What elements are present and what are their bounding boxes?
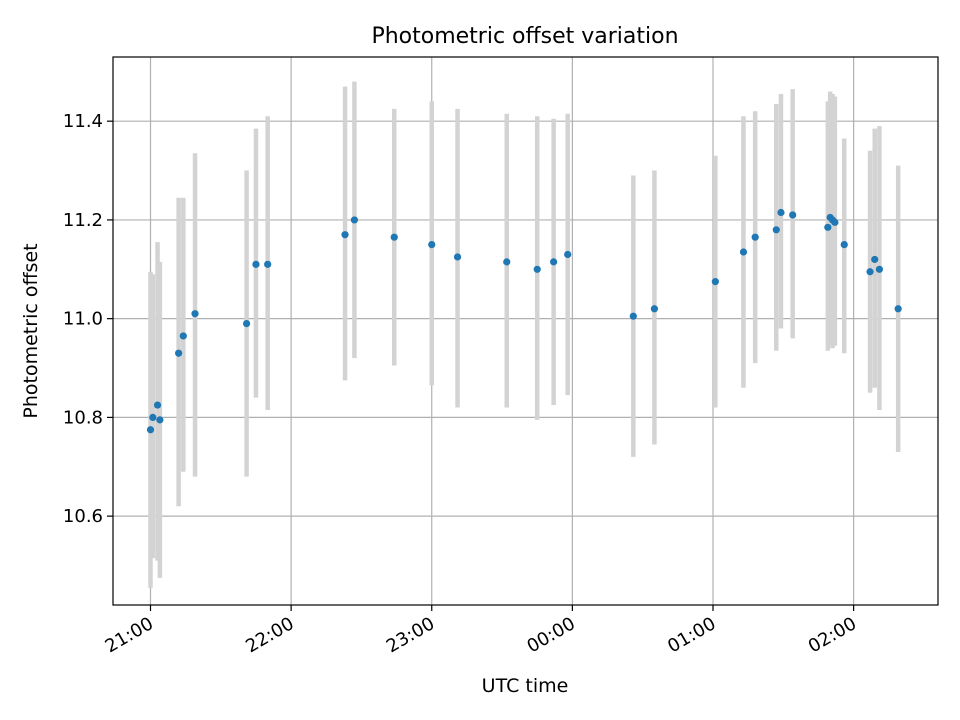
data-point	[772, 226, 780, 234]
x-tick-label: 00:00	[523, 613, 578, 657]
data-point	[789, 211, 797, 219]
y-axis-label: Photometric offset	[20, 243, 42, 418]
data-points	[146, 208, 902, 434]
data-point	[777, 208, 785, 217]
data-point	[350, 216, 359, 224]
data-point	[751, 233, 759, 241]
data-point	[875, 265, 884, 273]
data-point	[533, 265, 541, 273]
x-tick-label: 22:00	[242, 613, 297, 657]
data-point	[871, 255, 879, 264]
data-point	[503, 258, 511, 266]
data-point	[894, 305, 902, 313]
data-point	[153, 401, 162, 409]
data-point	[550, 258, 558, 266]
data-point	[629, 312, 637, 320]
data-point	[453, 253, 462, 261]
y-tick-label: 11.4	[63, 111, 103, 132]
x-axis-label: UTC time	[482, 675, 569, 697]
data-point	[824, 223, 832, 231]
plot-frame	[112, 56, 939, 606]
data-point	[739, 248, 748, 256]
data-point	[564, 250, 572, 259]
data-point	[191, 310, 199, 318]
chart-title: Photometric offset variation	[371, 24, 678, 49]
y-tick-label: 11.0	[63, 309, 103, 330]
grid-lines	[113, 57, 938, 605]
y-tick-label: 10.8	[63, 407, 103, 428]
data-point	[866, 268, 874, 276]
x-tick-label: 02:00	[805, 613, 860, 657]
x-tick-label: 01:00	[664, 613, 719, 657]
data-point	[341, 231, 349, 239]
x-tick-label: 21:00	[102, 613, 157, 657]
data-point	[650, 305, 659, 313]
data-point	[390, 233, 398, 241]
data-point	[146, 426, 155, 434]
data-point	[428, 241, 436, 249]
data-point	[711, 278, 719, 286]
data-point	[252, 260, 260, 268]
data-point	[179, 332, 187, 340]
data-point	[840, 241, 848, 249]
error-bars	[148, 81, 901, 588]
data-point	[149, 413, 157, 421]
data-point	[175, 349, 183, 357]
y-tick-label: 10.6	[63, 506, 103, 527]
x-tick-label: 23:00	[383, 613, 438, 657]
y-tick-label: 11.2	[63, 210, 103, 231]
data-point	[156, 416, 164, 424]
data-point	[264, 260, 272, 268]
data-point	[242, 319, 251, 328]
data-point	[831, 218, 839, 226]
